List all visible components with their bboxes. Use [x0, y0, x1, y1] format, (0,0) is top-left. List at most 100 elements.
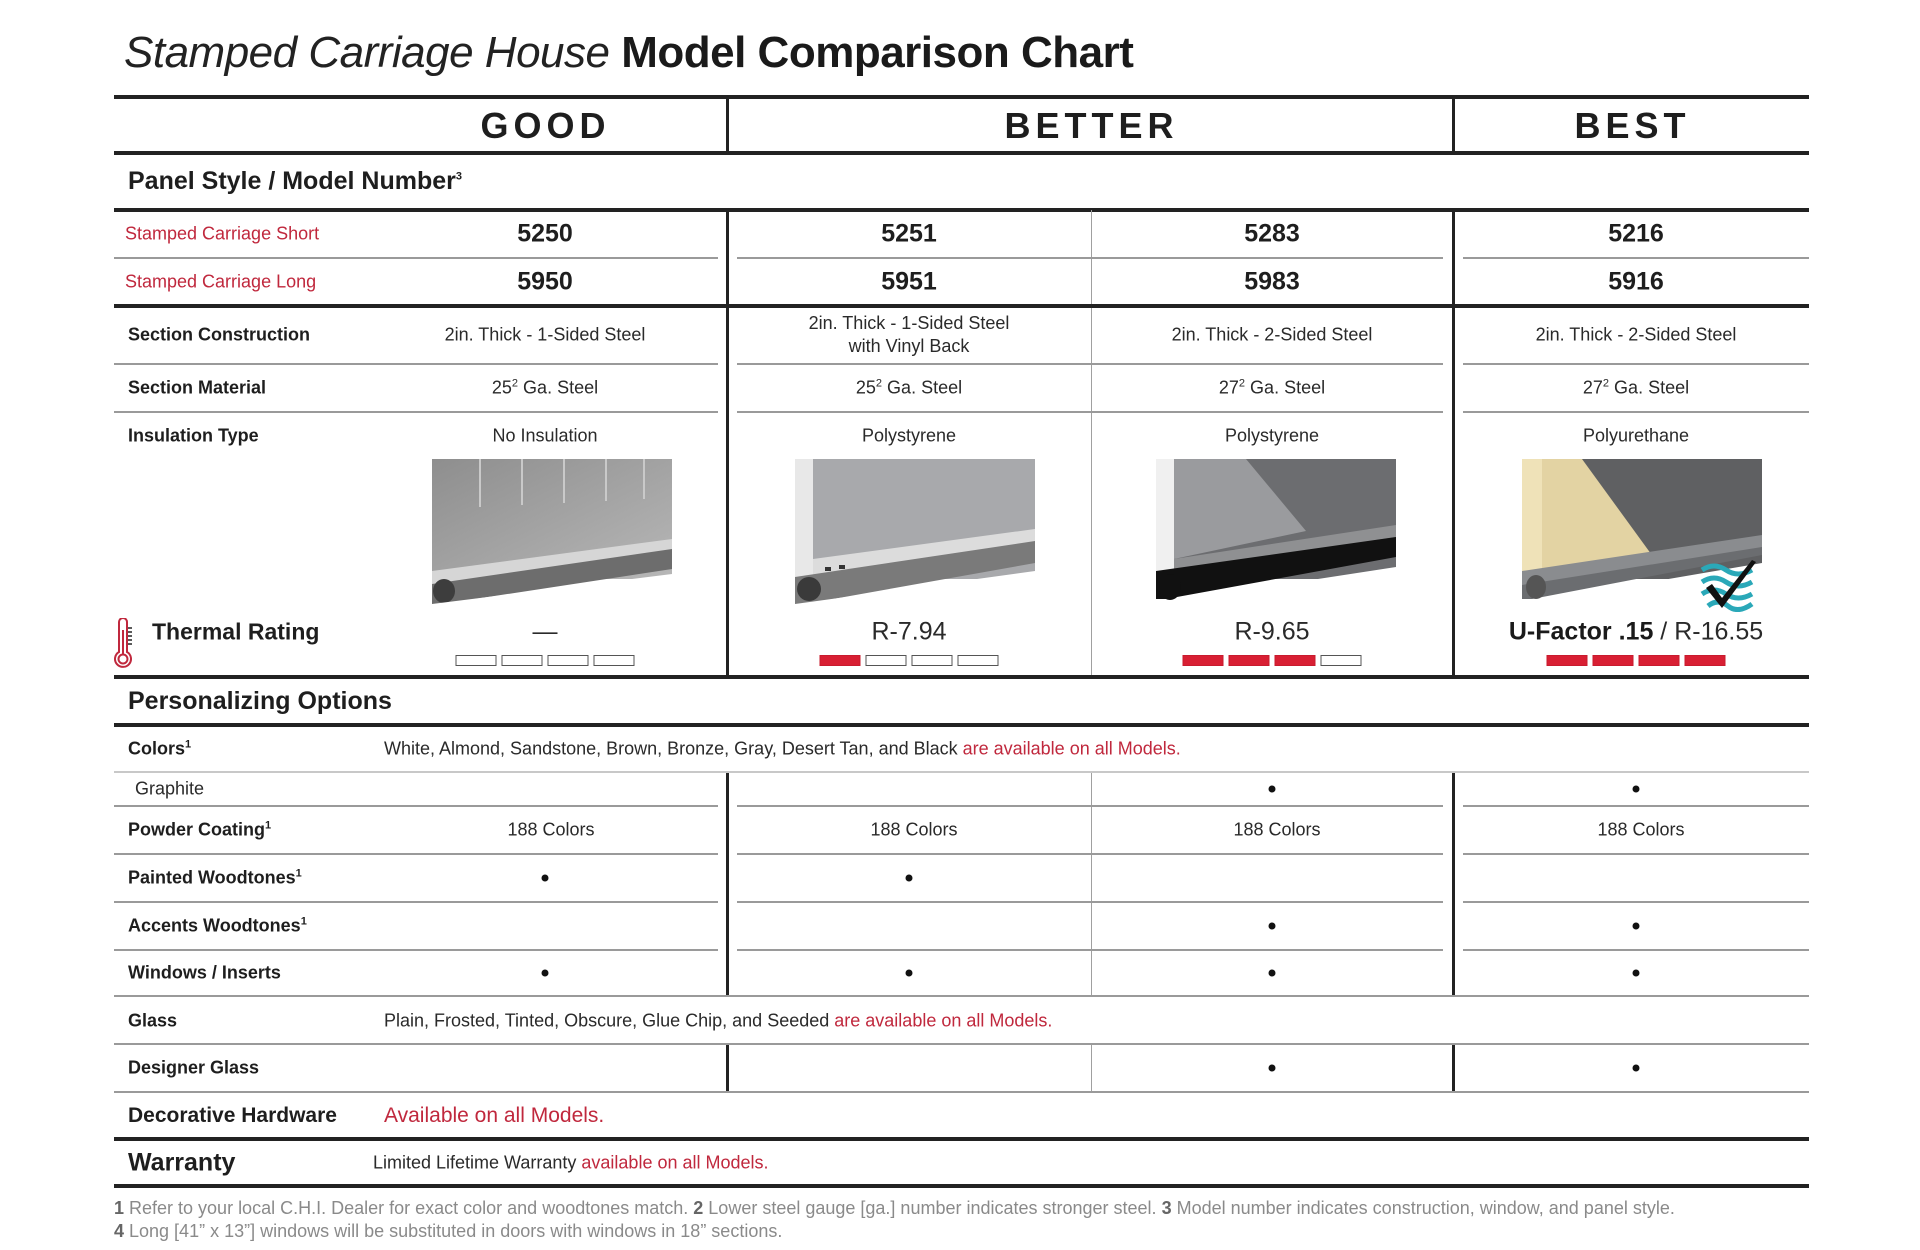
- divider-good-better: [726, 210, 729, 679]
- thermal-bar: [593, 655, 635, 666]
- powder-coating-label: Powder Coating1: [128, 819, 272, 840]
- thermal-bars: [1182, 655, 1362, 666]
- availability-dot: [1268, 785, 1276, 793]
- spec-value: Polystyrene: [861, 425, 957, 446]
- rule: [114, 257, 718, 259]
- thermal-bar: [501, 655, 543, 666]
- insulation-type-label: Insulation Type: [128, 425, 259, 446]
- tier-good: GOOD: [480, 105, 611, 146]
- footnote-line-1: 1 Refer to your local C.H.I. Dealer for …: [114, 1198, 1675, 1218]
- rule: [114, 995, 1809, 997]
- spec-value: Polystyrene: [1224, 425, 1320, 446]
- thermal-bar: [1320, 655, 1362, 666]
- panel-style-heading: Panel Style / Model Number3: [128, 167, 462, 195]
- tier-best: BEST: [1574, 105, 1691, 146]
- spec-value: 252 Ga. Steel: [855, 377, 963, 398]
- thermal-bar: [455, 655, 497, 666]
- colors-label: Colors1: [128, 738, 192, 759]
- divider-better-best: [1452, 1045, 1455, 1092]
- thermometer-icon: [112, 617, 134, 670]
- rule-models-bottom: [114, 304, 1809, 308]
- rule-warranty-bottom: [114, 1184, 1809, 1188]
- rule: [114, 1091, 1809, 1093]
- spec-value: 252 Ga. Steel: [491, 377, 599, 398]
- rule: [737, 363, 1443, 365]
- thermal-bar: [1638, 655, 1680, 666]
- spec-value: 2in. Thick - 1-Sided Steel with Vinyl Ba…: [808, 313, 1010, 356]
- availability-dot: [1632, 785, 1640, 793]
- rule-top: [114, 95, 1809, 99]
- rule-header-bottom: [114, 151, 1809, 155]
- panel-image-polyurethane: [1522, 459, 1762, 604]
- panel-style-short-label: Stamped Carriage Short: [125, 223, 320, 244]
- thermal-bar: [957, 655, 999, 666]
- thermal-bar: [911, 655, 953, 666]
- rule: [737, 411, 1443, 413]
- spec-value: 2in. Thick - 2-Sided Steel: [1171, 324, 1373, 345]
- model-number: 5951: [881, 267, 937, 296]
- personalizing-heading: Personalizing Options: [128, 687, 392, 715]
- rule: [114, 1043, 1809, 1045]
- thermal-rating-value: —: [532, 617, 558, 646]
- powder-coating-value: 188 Colors: [507, 819, 595, 840]
- decorative-hardware-text: Available on all Models.: [384, 1104, 605, 1127]
- spec-value: 272 Ga. Steel: [1218, 377, 1326, 398]
- rule: [114, 853, 718, 855]
- rule-thermal-bottom: [114, 675, 1809, 679]
- rule: [1463, 411, 1809, 413]
- colors-text: White, Almond, Sandstone, Brown, Bronze,…: [384, 738, 1181, 759]
- rule: [737, 257, 1443, 259]
- thermal-bar: [1684, 655, 1726, 666]
- divider-better-best: [1452, 773, 1455, 996]
- thermal-bar: [1546, 655, 1588, 666]
- rule: [114, 949, 718, 951]
- availability-dot: [905, 969, 913, 977]
- thermal-bars: [819, 655, 999, 666]
- rule: [1463, 805, 1809, 807]
- thermal-bar: [865, 655, 907, 666]
- panel-image-polystyrene-vinyl: [795, 459, 1035, 604]
- spec-value: 2in. Thick - 2-Sided Steel: [1535, 324, 1737, 345]
- tier-better: BETTER: [1004, 105, 1179, 146]
- thermal-bar: [1592, 655, 1634, 666]
- divider-better-inner: [1091, 1045, 1092, 1092]
- rule: [114, 805, 718, 807]
- panel-image-polystyrene-2sided: [1156, 459, 1396, 604]
- windows-inserts-label: Windows / Inserts: [128, 962, 281, 983]
- divider-better-best-header: [1452, 97, 1455, 153]
- rule-panel-top: [114, 208, 1809, 212]
- rule: [737, 901, 1443, 903]
- rule: [114, 411, 718, 413]
- title-light: Stamped Carriage House: [124, 28, 610, 77]
- rule: [1463, 363, 1809, 365]
- thermal-bars: [455, 655, 635, 666]
- availability-dot: [1268, 969, 1276, 977]
- rule: [737, 853, 1443, 855]
- thermal-bar: [1228, 655, 1270, 666]
- accents-woodtones-label: Accents Woodtones1: [128, 915, 307, 936]
- thermal-bar: [1274, 655, 1316, 666]
- panel-image-no-insulation: [432, 459, 672, 604]
- spec-value: Polyurethane: [1582, 425, 1690, 446]
- panel-style-long-label: Stamped Carriage Long: [125, 271, 317, 292]
- thermal-bar: [1182, 655, 1224, 666]
- availability-dot: [541, 874, 549, 882]
- model-number: 5251: [881, 219, 937, 248]
- rule: [1463, 853, 1809, 855]
- availability-dot: [1632, 1064, 1640, 1072]
- powder-coating-value: 188 Colors: [1597, 819, 1685, 840]
- model-number: 5983: [1244, 267, 1300, 296]
- glass-label: Glass: [128, 1010, 178, 1031]
- availability-dot: [1268, 1064, 1276, 1072]
- section-material-label: Section Material: [128, 377, 267, 398]
- model-number: 5950: [517, 267, 573, 296]
- rule: [1463, 257, 1809, 259]
- spec-value: 2in. Thick - 1-Sided Steel: [444, 324, 646, 345]
- powder-coating-value: 188 Colors: [1233, 819, 1321, 840]
- availability-dot: [1268, 922, 1276, 930]
- spec-value: No Insulation: [492, 425, 598, 446]
- rule: [1463, 901, 1809, 903]
- divider-better-best: [1452, 210, 1455, 679]
- energy-star-check-icon: [1700, 560, 1758, 612]
- designer-glass-label: Designer Glass: [128, 1057, 260, 1078]
